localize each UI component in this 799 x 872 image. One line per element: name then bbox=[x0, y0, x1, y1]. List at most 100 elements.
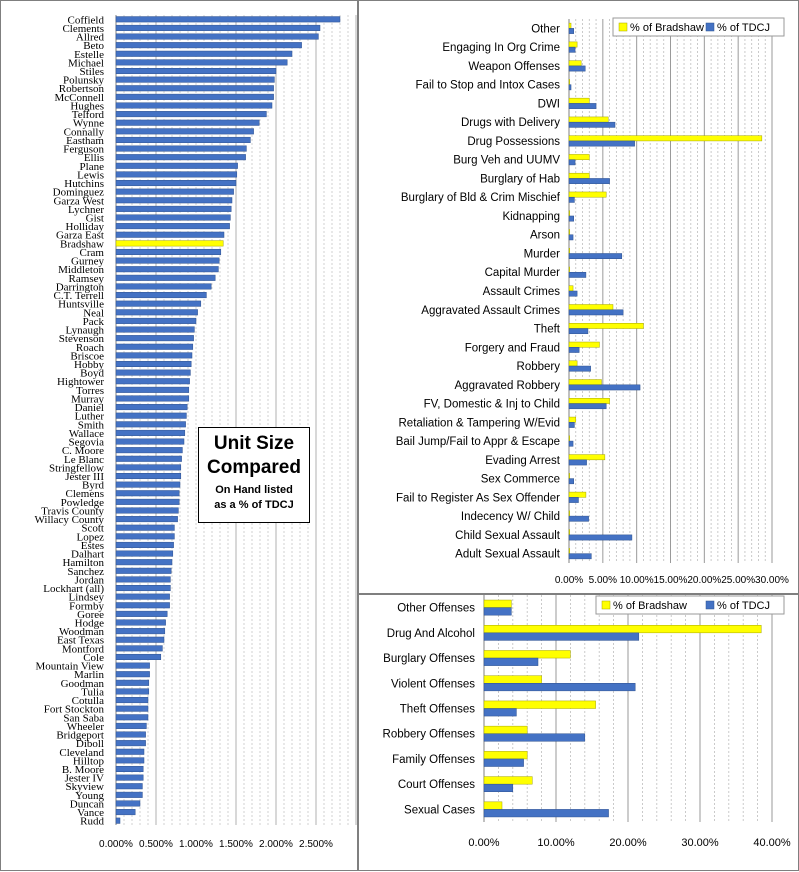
bar bbox=[115, 42, 302, 49]
bar-tdcj bbox=[568, 46, 576, 53]
category-label: Murray bbox=[71, 393, 104, 405]
bar bbox=[115, 335, 194, 342]
category-label: Le Blanc bbox=[64, 454, 104, 466]
category-label: Ellis bbox=[84, 152, 104, 164]
category-label: Sex Commerce bbox=[481, 474, 560, 486]
bar-bradshaw bbox=[568, 210, 570, 217]
bar bbox=[115, 473, 182, 480]
bar bbox=[115, 248, 222, 255]
category-label: Cram bbox=[80, 247, 105, 259]
category-label: Child Sexual Assault bbox=[455, 530, 561, 542]
bar bbox=[115, 102, 273, 109]
category-label: San Saba bbox=[63, 712, 104, 724]
category-label: Court Offenses bbox=[398, 779, 475, 791]
bar-tdcj bbox=[568, 121, 616, 128]
category-label: Stringfellow bbox=[49, 462, 104, 474]
category-label: Violent Offenses bbox=[391, 678, 475, 690]
bar-bradshaw bbox=[568, 398, 610, 404]
bar-tdcj bbox=[568, 384, 641, 391]
bar-bradshaw bbox=[568, 529, 570, 536]
category-label: Drug And Alcohol bbox=[387, 628, 475, 640]
bar-tdcj bbox=[483, 783, 514, 792]
bar bbox=[115, 360, 192, 367]
bar-bradshaw bbox=[568, 247, 570, 254]
bar bbox=[115, 628, 166, 635]
category-label: Powledge bbox=[61, 497, 105, 509]
category-label: Robbery bbox=[517, 361, 561, 373]
category-label: Lychner bbox=[68, 204, 104, 216]
bar bbox=[115, 343, 194, 350]
bar bbox=[115, 76, 275, 83]
category-label: Burg Veh and UUMV bbox=[453, 155, 560, 167]
bar-tdcj bbox=[483, 607, 512, 616]
category-label: Hodge bbox=[75, 618, 104, 630]
bar bbox=[115, 162, 238, 169]
bar bbox=[115, 541, 174, 548]
category-label: Garza West bbox=[53, 195, 104, 207]
x-tick-label: 20.00% bbox=[687, 575, 721, 586]
bar bbox=[115, 610, 168, 617]
bar bbox=[115, 481, 181, 488]
legend-swatch-bradshaw bbox=[618, 22, 628, 32]
category-label: Lockhart (all) bbox=[43, 583, 104, 595]
category-label: Hamilton bbox=[62, 557, 104, 569]
bar bbox=[115, 85, 274, 92]
bar-bradshaw bbox=[568, 191, 607, 198]
category-label: Capital Murder bbox=[485, 267, 561, 279]
bar-tdcj bbox=[568, 178, 610, 184]
bar bbox=[115, 231, 225, 238]
category-label: Travis County bbox=[41, 505, 104, 517]
bar-tdcj bbox=[568, 103, 597, 109]
bar bbox=[115, 240, 224, 247]
bar bbox=[115, 679, 150, 686]
category-label: Jester III bbox=[65, 471, 104, 483]
bar-bradshaw bbox=[568, 454, 606, 461]
bar-tdcj bbox=[568, 459, 587, 466]
x-tick-label: 25.00% bbox=[721, 575, 755, 586]
bar-tdcj bbox=[568, 328, 589, 335]
chart-subtitle-line1: On Hand listed bbox=[215, 484, 293, 496]
bar bbox=[115, 567, 172, 574]
category-label: Wheeler bbox=[67, 721, 105, 733]
bar-tdcj bbox=[568, 234, 574, 241]
bar bbox=[115, 180, 237, 187]
bar-tdcj bbox=[483, 809, 609, 818]
legend-label-bradshaw: % of Bradshaw bbox=[630, 22, 704, 34]
category-label: Segovia bbox=[69, 437, 105, 449]
bar bbox=[115, 524, 175, 531]
bar-tdcj bbox=[568, 309, 624, 316]
category-label: Dominguez bbox=[53, 187, 104, 199]
bar-bradshaw bbox=[483, 776, 533, 785]
category-label: Gist bbox=[86, 213, 104, 225]
bar bbox=[115, 714, 149, 721]
category-label: Estelle bbox=[74, 49, 104, 61]
bar bbox=[115, 309, 198, 316]
bar-bradshaw bbox=[568, 135, 763, 142]
x-tick-label: 5.00% bbox=[589, 575, 617, 586]
category-label: Indecency W/ Child bbox=[461, 511, 560, 523]
bar-tdcj bbox=[568, 440, 574, 447]
category-label: Middleton bbox=[58, 264, 104, 276]
offense-group-chart-panel: Other Offenses Drug And Alcohol Burglary O… bbox=[358, 594, 799, 871]
category-label: Wallace bbox=[69, 428, 104, 440]
bar-bradshaw bbox=[568, 229, 570, 235]
bar bbox=[115, 154, 246, 161]
category-label: Jester IV bbox=[65, 773, 104, 785]
category-label: Byrd bbox=[82, 480, 105, 492]
category-label: McConnell bbox=[55, 92, 105, 104]
bar-tdcj bbox=[568, 347, 580, 353]
category-label: Evading Arrest bbox=[485, 455, 561, 467]
category-label: Adult Sexual Assault bbox=[455, 549, 561, 561]
category-label: Formby bbox=[69, 600, 104, 612]
category-label: Marlin bbox=[74, 669, 104, 681]
x-tick-label: 40.00% bbox=[753, 837, 791, 849]
bar bbox=[115, 653, 162, 660]
category-label: Bail Jump/Fail to Appr & Escape bbox=[396, 436, 560, 448]
bar-tdcj bbox=[568, 215, 574, 222]
bar bbox=[115, 498, 180, 505]
category-label: Sexual Cases bbox=[404, 804, 475, 816]
bar bbox=[115, 369, 191, 376]
bar-bradshaw bbox=[568, 116, 609, 123]
legend-swatch-tdcj bbox=[705, 600, 715, 610]
bar bbox=[115, 765, 144, 772]
